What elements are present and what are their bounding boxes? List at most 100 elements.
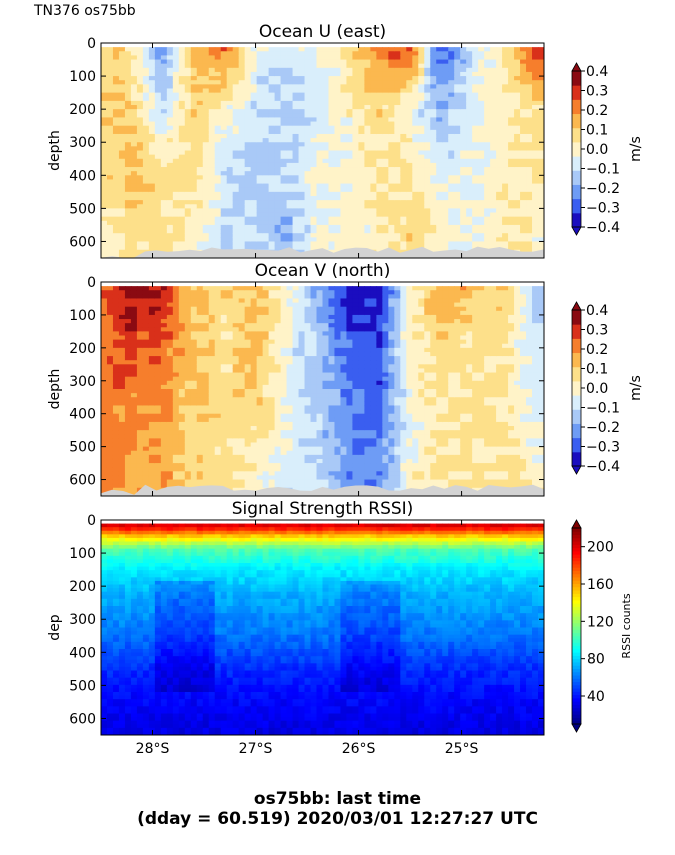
heatmap-cell bbox=[538, 229, 544, 234]
heatmap-cell bbox=[274, 191, 282, 197]
heatmap-cell bbox=[382, 59, 389, 65]
heatmap-cell bbox=[442, 191, 449, 197]
heatmap-cell bbox=[538, 80, 544, 85]
heatmap-cell bbox=[106, 55, 114, 61]
heatmap-cell bbox=[112, 121, 120, 127]
heatmap-cell bbox=[304, 63, 312, 69]
heatmap-cell bbox=[502, 179, 509, 185]
heatmap-cell bbox=[352, 55, 360, 61]
heatmap-cell bbox=[472, 179, 479, 185]
heatmap-cell bbox=[101, 479, 108, 485]
heatmap-cell bbox=[430, 187, 437, 193]
heatmap-cell bbox=[460, 47, 467, 52]
heatmap-cell bbox=[208, 154, 216, 160]
heatmap-cell bbox=[232, 100, 240, 106]
heatmap-cell bbox=[472, 237, 479, 243]
heatmap-cell bbox=[190, 314, 198, 320]
heatmap-cell bbox=[166, 335, 174, 341]
heatmap-cell bbox=[352, 125, 360, 131]
heatmap-cell bbox=[220, 195, 228, 201]
heatmap-cell bbox=[448, 96, 455, 102]
heatmap-cell bbox=[394, 125, 401, 131]
heatmap-cell bbox=[244, 92, 252, 98]
heatmap-cell bbox=[418, 154, 425, 160]
heatmap-cell bbox=[184, 339, 192, 345]
heatmap-cell bbox=[346, 121, 354, 127]
heatmap-cell bbox=[160, 204, 168, 209]
heatmap-cell bbox=[106, 286, 114, 291]
heatmap-cell bbox=[454, 133, 461, 139]
heatmap-cell bbox=[160, 401, 168, 407]
heatmap-cell bbox=[148, 446, 156, 452]
heatmap-cell bbox=[214, 294, 222, 300]
heatmap-cell bbox=[166, 113, 174, 119]
heatmap-cell bbox=[340, 146, 348, 152]
heatmap-cell bbox=[484, 51, 491, 56]
heatmap-cell bbox=[130, 463, 138, 468]
heatmap-cell bbox=[154, 446, 162, 452]
heatmap-cell bbox=[322, 187, 330, 193]
heatmap-cell bbox=[172, 306, 180, 312]
heatmap-cell bbox=[502, 183, 509, 189]
heatmap-cell bbox=[262, 220, 270, 226]
heatmap-cell bbox=[226, 125, 234, 131]
heatmap-cell bbox=[130, 401, 138, 407]
heatmap-cell bbox=[286, 204, 294, 209]
heatmap-cell bbox=[406, 100, 413, 106]
heatmap-cell bbox=[130, 286, 138, 291]
heatmap-cell bbox=[478, 51, 485, 56]
heatmap-cell bbox=[280, 224, 288, 230]
heatmap-cell bbox=[101, 76, 108, 81]
heatmap-cell bbox=[430, 245, 437, 251]
heatmap-cell bbox=[448, 138, 455, 143]
heatmap-cell bbox=[478, 105, 485, 110]
heatmap-cell bbox=[196, 129, 204, 135]
heatmap-cell bbox=[112, 471, 120, 477]
heatmap-cell bbox=[184, 409, 192, 415]
heatmap-cell bbox=[160, 454, 168, 460]
heatmap-cell bbox=[394, 47, 401, 52]
heatmap-cell bbox=[142, 347, 150, 353]
heatmap-cell bbox=[178, 71, 186, 77]
heatmap-cell bbox=[472, 59, 479, 65]
heatmap-cell bbox=[196, 92, 204, 98]
heatmap-cell bbox=[112, 63, 120, 69]
heatmap-cell bbox=[112, 376, 120, 382]
heatmap-cell bbox=[232, 290, 240, 295]
heatmap-cell bbox=[226, 376, 234, 382]
heatmap-cell bbox=[106, 389, 114, 394]
heatmap-cell bbox=[484, 200, 491, 205]
heatmap-cell bbox=[340, 150, 348, 156]
heatmap-cell bbox=[496, 200, 503, 205]
heatmap-cell bbox=[496, 125, 503, 131]
heatmap-cell bbox=[520, 204, 527, 209]
heatmap-cell bbox=[532, 121, 539, 127]
heatmap-cell bbox=[316, 63, 324, 69]
heatmap-cell bbox=[286, 100, 294, 106]
heatmap-cell bbox=[526, 241, 533, 247]
heatmap-cell bbox=[142, 96, 150, 102]
heatmap-cell bbox=[316, 187, 324, 193]
heatmap-cell bbox=[394, 200, 401, 205]
heatmap-cell bbox=[166, 327, 174, 332]
heatmap-cell bbox=[250, 175, 258, 181]
heatmap-cell bbox=[442, 245, 449, 251]
heatmap-cell bbox=[286, 71, 294, 77]
heatmap-cell bbox=[124, 117, 132, 123]
heatmap-cell bbox=[130, 368, 138, 374]
heatmap-cell bbox=[424, 195, 431, 201]
heatmap-cell bbox=[382, 233, 389, 238]
heatmap-cell bbox=[142, 241, 150, 247]
heatmap-cell bbox=[101, 200, 108, 205]
heatmap-cell bbox=[466, 237, 473, 243]
heatmap-cell bbox=[358, 204, 366, 209]
heatmap-cell bbox=[124, 376, 132, 382]
heatmap-cell bbox=[244, 133, 252, 139]
heatmap-cell bbox=[226, 306, 234, 312]
heatmap-cell bbox=[112, 438, 120, 444]
heatmap-cell bbox=[112, 105, 120, 110]
heatmap-cell bbox=[136, 162, 144, 168]
heatmap-cell bbox=[364, 216, 371, 222]
heatmap-cell bbox=[226, 229, 234, 234]
heatmap-cell bbox=[142, 175, 150, 181]
